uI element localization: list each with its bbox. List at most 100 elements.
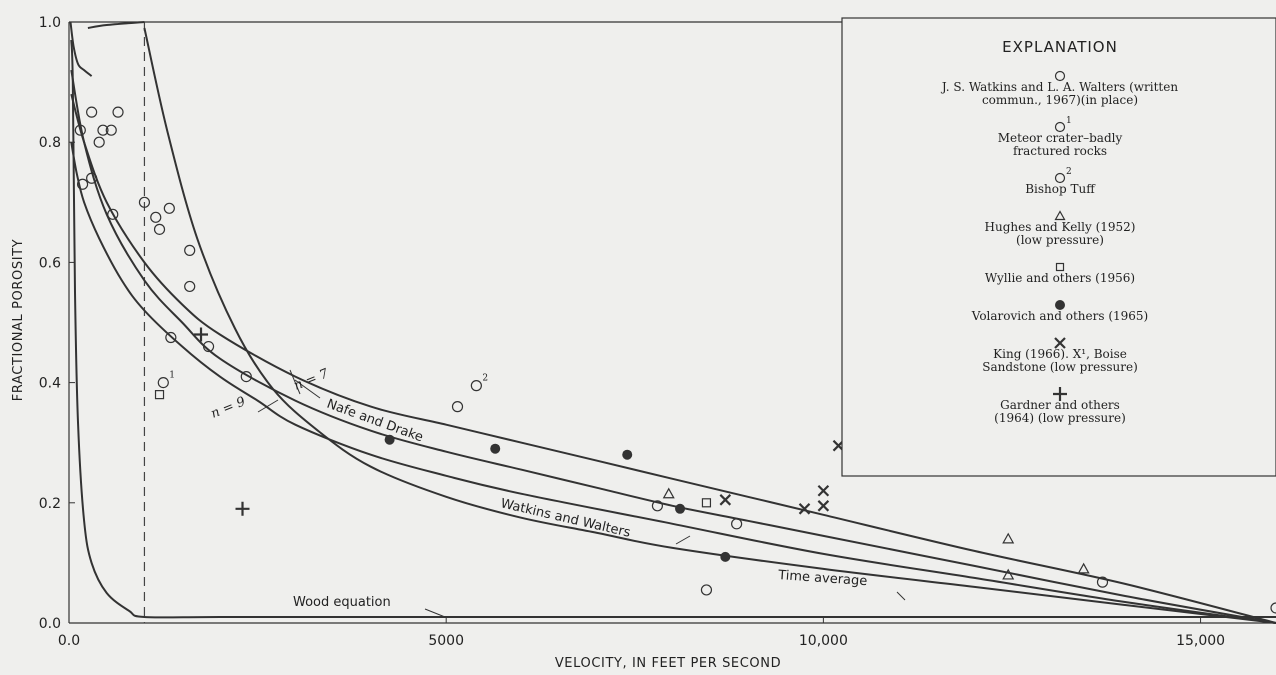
open-circle-point — [1054, 121, 1066, 133]
x-tick-label: 10,000 — [799, 633, 848, 649]
plus-point — [235, 501, 250, 516]
curve-line — [69, 21, 93, 77]
curve-line — [87, 21, 145, 29]
square-point — [154, 390, 165, 400]
legend: EXPLANATION J. S. Watkins and L. A. Walt… — [841, 17, 1276, 477]
legend-entry: Wyllie and others (1956) — [985, 262, 1135, 285]
wood-equation-label: Wood equation — [293, 595, 391, 610]
x-axis-label: VELOCITY, IN FEET PER SECOND — [555, 656, 781, 671]
open-circle-point — [157, 377, 169, 389]
x-point — [817, 500, 830, 512]
x-tick-label: 5000 — [428, 633, 464, 649]
open-circle-point — [107, 208, 119, 220]
legend-entry: Volarovich and others (1965) — [971, 300, 1149, 323]
y-tick-label: 0.0 — [39, 616, 61, 632]
legend-entry-text: (1964) (low pressure) — [994, 411, 1126, 425]
legend-entry: J. S. Watkins and L. A. Walters (written… — [940, 70, 1178, 107]
triangle-point — [1002, 532, 1015, 544]
open-circle-point — [138, 196, 151, 208]
x-tick-label: 0.0 — [58, 633, 80, 649]
open-circle-point — [165, 331, 177, 344]
open-circle-point — [1054, 70, 1066, 82]
open-circle-point — [470, 380, 482, 392]
legend-entry-text: commun., 1967)(in place) — [982, 93, 1138, 107]
curve-line — [70, 142, 1276, 624]
open-circle-point — [93, 136, 105, 148]
open-circle-point — [451, 401, 464, 413]
legend-entry-text: Gardner and others — [1000, 398, 1120, 412]
triangle-point — [1054, 210, 1066, 221]
open-circle-point — [651, 500, 664, 512]
open-circle-point — [1054, 172, 1066, 184]
label-leader-line — [294, 379, 321, 399]
curve-line — [70, 39, 1276, 619]
axis-ticks: 0.0 5000 10,000 15,000 0.0 0.2 0.4 0.6 0.8 1.0 — [39, 15, 1225, 649]
open-circle-point — [240, 370, 252, 383]
legend-entry: Gardner and others(1964) (low pressure) — [994, 387, 1126, 425]
label-leader-line — [289, 369, 301, 395]
legend-entry-text: Volarovich and others (1965) — [971, 309, 1149, 323]
legend-superscript: 1 — [1066, 116, 1072, 126]
legend-entry-text: Bishop Tuff — [1025, 182, 1096, 196]
filled-circle-point — [384, 434, 395, 445]
open-circle-point — [150, 211, 162, 223]
open-circle-point — [202, 340, 215, 353]
x-point — [1054, 337, 1066, 349]
open-circle-point — [105, 124, 117, 136]
open-circle-point — [153, 223, 166, 235]
y-tick-label: 0.8 — [39, 135, 61, 151]
legend-entry-text: Hughes and Kelly (1952) — [985, 220, 1136, 234]
point-superscript: 2 — [482, 374, 488, 384]
legend-entry-text: Sandstone (low pressure) — [982, 360, 1138, 374]
open-circle-point — [112, 106, 124, 118]
x-point — [798, 503, 811, 515]
legend-entry-text: King (1966). X¹, Boise — [993, 347, 1127, 361]
plus-point — [1053, 387, 1067, 401]
filled-circle-point — [1055, 300, 1065, 310]
curve-line — [70, 69, 1276, 624]
y-axis-label: FRACTIONAL POROSITY — [11, 239, 26, 401]
legend-superscript: 2 — [1066, 167, 1072, 177]
open-circle-point — [74, 124, 86, 136]
triangle-point — [1002, 568, 1015, 580]
plus-point — [194, 327, 209, 342]
open-circle-point — [731, 518, 743, 530]
y-tick-label: 0.4 — [39, 376, 61, 392]
n9-label: n = 9 — [209, 394, 248, 421]
label-leader-line — [257, 399, 279, 413]
open-circle-point — [86, 106, 98, 118]
open-circle-point — [700, 584, 713, 596]
open-circle-point — [1270, 602, 1276, 614]
label-leader-line — [424, 608, 446, 618]
x-point — [719, 494, 732, 506]
legend-entry: 2 Bishop Tuff — [1025, 167, 1096, 196]
open-circle-point — [97, 124, 109, 136]
nafe-drake-label: Nafe and Drake — [325, 397, 425, 446]
point-superscript: 1 — [169, 371, 175, 381]
label-leader-line — [896, 591, 906, 601]
legend-entry-text: Wyllie and others (1956) — [985, 271, 1135, 285]
open-circle-point — [184, 244, 196, 256]
square-point — [701, 498, 712, 508]
label-leader-line — [675, 535, 691, 545]
open-circle-point — [184, 280, 196, 293]
y-tick-label: 1.0 — [39, 15, 61, 31]
filled-circle-point — [622, 449, 633, 460]
x-tick-label: 15,000 — [1176, 633, 1225, 649]
curve-line — [70, 93, 1276, 624]
filled-circle-point — [675, 503, 686, 514]
x-point — [817, 485, 830, 497]
curves — [69, 21, 1276, 624]
triangle-point — [1077, 562, 1090, 574]
curve-labels: Wood equation Time average Watkins and W… — [209, 366, 868, 610]
open-circle-point — [163, 202, 175, 214]
legend-entry-text: fractured rocks — [1013, 144, 1107, 158]
open-circle-point — [76, 178, 89, 190]
time-average-label: Time average — [777, 568, 868, 589]
legend-title: EXPLANATION — [1002, 38, 1118, 56]
y-tick-label: 0.6 — [39, 255, 61, 271]
open-circle-point — [86, 172, 98, 184]
open-circle-point — [1096, 576, 1109, 588]
